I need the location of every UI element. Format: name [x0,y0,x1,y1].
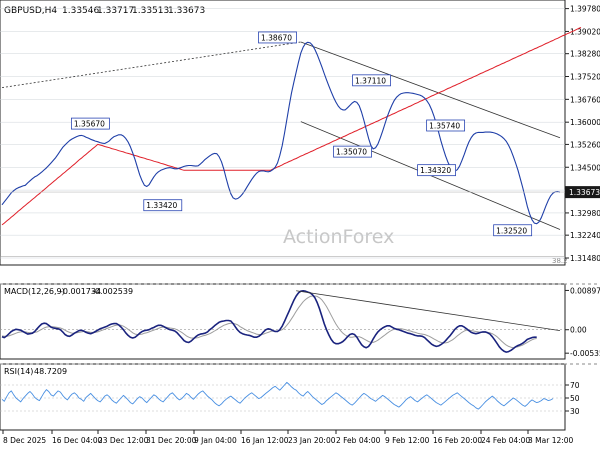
macd-value-signal: -0.002539 [92,287,133,296]
macd-tick-label: 0.008972 [570,286,600,295]
price-tick-label: 1.37520 [570,73,600,82]
header-symbol: GBPUSD,H4 [4,6,57,16]
price-panel-frame [0,0,566,266]
rsi-title: RSI(14) [4,367,33,376]
price-channel-line [300,41,561,139]
annotation-box [333,145,372,158]
price-tick-label: 1.39020 [570,27,600,36]
macd-tick-label: 0.00 [570,326,587,335]
rsi-tick-label: 70 [570,381,580,390]
annotation-box [258,31,297,44]
annotation-box [352,74,391,87]
macd-trendline [296,290,561,331]
x-axis-tick-label: 16 Dec 04:00 [52,436,103,445]
fib-level-label: 38.2 [552,257,568,265]
x-axis-tick-label: 8 Dec 2025 [3,436,46,445]
annotation-label: 1.33420 [146,201,177,210]
x-axis-tick-label: 23 Jan 20:00 [288,436,336,445]
header-high: 1.33717 [97,6,134,16]
x-axis-tick-label: 16 Feb 20:00 [433,436,482,445]
annotation-label: 1.32520 [496,226,527,235]
header-close: 1.33673 [168,6,205,16]
rsi-tick-label: 50 [570,394,580,403]
price-tick-label: 1.38280 [570,50,600,59]
annotation-box [417,164,456,177]
price-tick-label: 1.39780 [570,5,600,14]
annotation-label: 1.35740 [429,121,460,130]
watermark: ActionForex [283,226,394,248]
macd-value-main: -0.001734 [60,287,101,296]
rsi-tick-label: 30 [570,407,580,416]
price-tick-label: 1.32980 [570,209,600,218]
annotation-label: 1.35670 [74,120,105,129]
x-axis-tick-label: 16 Jan 12:00 [241,436,289,445]
price-tick-label: 1.35260 [570,140,600,149]
macd-title: MACD(12,26,9) [4,287,65,296]
annotation-label: 1.37110 [355,76,386,85]
x-axis-tick-label: 3 Mar 12:00 [528,436,574,445]
header-low: 1.33513 [132,6,169,16]
rsi-line [1,381,554,410]
x-axis-tick-label: 9 Jan 04:00 [194,436,237,445]
price-series-line [1,41,561,225]
macd-signal-line [1,295,537,349]
price-panel: 1.39780 1.39020 1.38280 1.37520 1.36760 1.360… [0,5,600,263]
rsi-panel: 70 50 30 [0,381,580,416]
x-axis-tick-label: 23 Dec 12:00 [98,436,149,445]
annotation-box [493,224,533,237]
header-open: 1.33546 [62,6,99,16]
macd-panel: 0.008972 0.00 -0.005356 [0,286,600,358]
x-axis-tick-label: 2 Feb 04:00 [336,436,381,445]
price-tick-label: 1.32240 [570,231,600,240]
current-price-tag-label: 1.33673 [569,188,600,197]
annotation-label: 1.35070 [336,148,367,157]
price-tick-label: 1.36000 [570,118,600,127]
current-price-tag [565,186,600,199]
annotation-box [70,117,110,130]
annotation-box [426,119,466,132]
annotation-label: 1.38670 [261,33,292,42]
x-axis-tick-label: 24 Feb 04:00 [481,436,530,445]
macd-tick-label: -0.005356 [570,349,600,358]
x-axis-tick-label: 9 Feb 12:00 [385,436,430,445]
rsi-value: 48.7209 [34,367,67,376]
moving-average-line [1,27,582,226]
annotation-box [143,199,183,212]
price-tick-label: 1.34500 [570,163,600,172]
price-tick-label: 1.31480 [570,254,600,263]
annotation-label: 1.34320 [420,166,451,175]
price-tick-label: 1.36760 [570,95,600,104]
macd-main-line [1,289,537,353]
x-axis-tick-label: 31 Dec 20:00 [146,436,197,445]
